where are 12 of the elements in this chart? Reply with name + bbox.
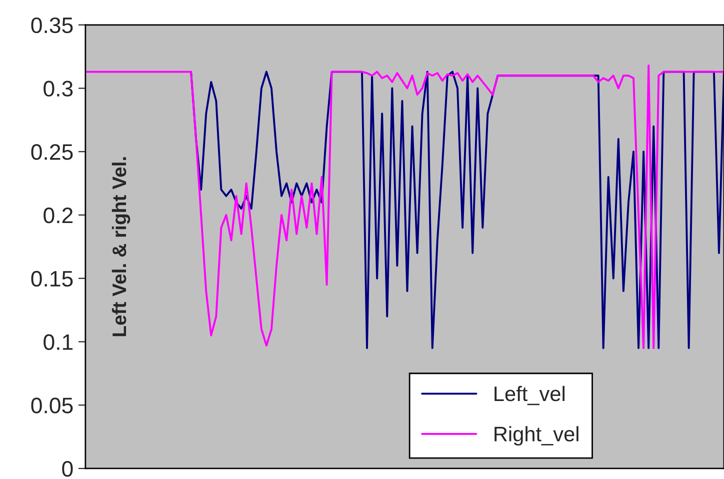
y-tick-label: 0.1 bbox=[44, 334, 73, 350]
line-series bbox=[85, 64, 724, 350]
y-tick-label: 0.25 bbox=[31, 144, 73, 160]
y-tick-label: 0.05 bbox=[31, 398, 73, 414]
legend-label: Left_vel bbox=[494, 386, 564, 406]
y-tick-label: 0.3 bbox=[44, 80, 73, 97]
y-tick-label: 0 bbox=[62, 460, 73, 477]
y-tick-label: 0.35 bbox=[31, 17, 73, 34]
y-tick-label: 0.2 bbox=[44, 208, 73, 224]
y-axis-title: Left Vel. & right Vel. bbox=[112, 157, 130, 336]
y-tick-label: 0.15 bbox=[31, 270, 73, 287]
legend-label: Right_vel bbox=[494, 426, 578, 446]
